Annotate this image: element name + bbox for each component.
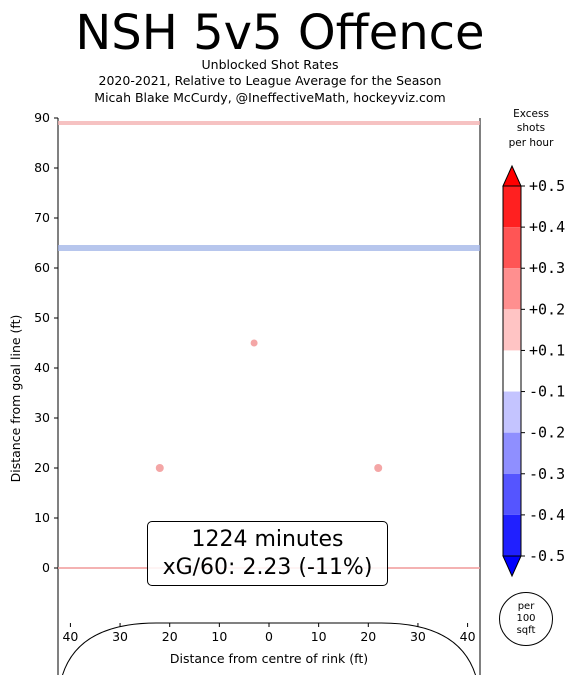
minutes-label: 1224 minutes [191,527,344,552]
faceoff-dot-left [155,464,164,472]
axes: 40 30 20 10 0 10 20 30 40 0 10 20 30 40 50 60 70 80 90 Dist… [8,110,476,666]
y-tick-label: 60 [34,260,50,275]
y-tick-label: 0 [42,560,50,575]
colorbar-segment [503,186,521,228]
colorbar-over-arrow [502,164,522,187]
summary-box: 1224 minutes xG/60: 2.23 (-11%) [147,521,388,586]
colorbar-segment [503,473,521,515]
colorbar-segment [503,309,521,351]
colorbar-tick-label: +0.1 [529,341,565,359]
colorbar-tick-label: -0.3 [529,465,565,483]
colorbar-under-arrow [502,555,522,578]
colorbar-segment [503,268,521,310]
chart-subtitle-season: 2020-2021, Relative to League Average fo… [98,73,442,88]
y-tick-label: 80 [34,160,50,175]
unit-line2: 100 [516,613,536,624]
colorbar-segment [503,514,521,556]
y-tick-label: 20 [34,460,50,475]
colorbar-tick-label: -0.4 [529,506,565,524]
colorbar-title-line2: shots [516,122,546,134]
neutral-dot [250,339,258,347]
unit-line1: per [517,601,535,612]
faceoff-dot-right [374,464,383,472]
colorbar-title-line3: per hour [508,137,554,149]
x-tick-label: 30 [410,629,426,644]
y-tick-label: 30 [34,410,50,425]
colorbar-frame [502,185,522,557]
colorbar-tick-label: +0.3 [529,259,565,277]
x-tick-label: 40 [62,629,78,644]
x-tick-label: 10 [311,629,327,644]
colorbar-tick-label: -0.2 [529,424,565,442]
y-tick-label: 70 [34,210,50,225]
chart-title: NSH 5v5 Offence [75,5,485,61]
unit-line3: sqft [516,625,536,636]
x-tick-label: 20 [162,629,178,644]
xg-label: xG/60: 2.23 (-11%) [162,555,373,580]
y-tick-label: 40 [34,360,50,375]
colorbar-tick-label: +0.2 [529,300,565,318]
colorbar: +0.5 +0.4 +0.3 +0.2 +0.1 -0.1 -0.2 -0.3 -0.4 -0.5 [502,164,565,578]
x-tick-label: 10 [211,629,227,644]
unit-badge: per 100 sqft [499,592,553,646]
x-tick-label: 0 [265,629,273,644]
chart-credit: Micah Blake McCurdy, @IneffectiveMath, h… [94,90,446,105]
y-tick-label: 10 [34,510,50,525]
rink-boards [57,118,481,675]
y-tick-label: 90 [34,110,50,125]
colorbar-tick-label: -0.1 [529,383,565,401]
colorbar-segment [503,227,521,269]
colorbar-tick-label: -0.5 [529,547,565,565]
colorbar-segment [503,391,521,433]
x-axis-label: Distance from centre of rink (ft) [170,651,368,666]
plot-area [57,118,481,675]
x-tick-label: 20 [360,629,376,644]
chart-subtitle: Unblocked Shot Rates [201,57,339,72]
colorbar-segment [503,350,521,392]
y-axis-label: Distance from goal line (ft) [8,315,23,483]
colorbar-segment [503,432,521,474]
y-tick-label: 50 [34,310,50,325]
x-tick-label: 40 [460,629,476,644]
x-tick-label: 30 [112,629,128,644]
colorbar-tick-label: +0.4 [529,218,565,236]
colorbar-title-line1: Excess [513,108,549,120]
colorbar-tick-label: +0.5 [529,177,565,195]
